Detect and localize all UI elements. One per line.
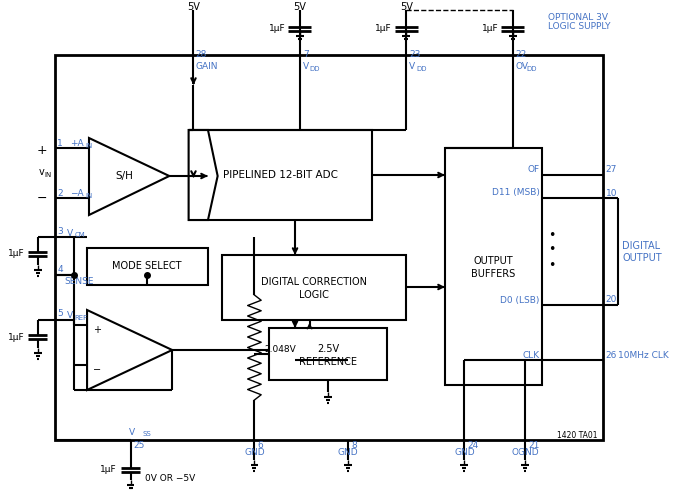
Text: GND: GND [244,447,265,457]
Text: IN: IN [85,193,93,199]
Text: OPTIONAL 3V: OPTIONAL 3V [548,14,608,23]
Text: V: V [67,228,73,238]
Text: 10MHz CLK: 10MHz CLK [618,350,669,360]
Text: 4: 4 [57,265,63,273]
Bar [87,248,208,285]
Text: LOGIC: LOGIC [299,290,329,300]
Text: REFERENCE: REFERENCE [299,357,357,367]
Text: D0 (LSB): D0 (LSB) [500,295,539,304]
Text: 1μF: 1μF [375,24,392,33]
Polygon shape [89,138,169,215]
Text: •: • [548,244,555,256]
Text: BUFFERS: BUFFERS [471,269,516,279]
Text: GND: GND [338,447,358,457]
Text: •: • [548,228,555,242]
Text: •: • [548,259,555,271]
Text: MODE SELECT: MODE SELECT [112,261,182,271]
Bar [445,148,541,385]
Text: OGND: OGND [512,447,539,457]
Text: 5V: 5V [293,2,306,12]
Text: DD: DD [526,66,537,72]
Text: 6: 6 [258,441,263,449]
Text: v: v [39,167,45,177]
Text: 10: 10 [606,189,617,197]
Text: LOGIC SUPPLY: LOGIC SUPPLY [548,23,611,31]
Text: +: + [93,325,101,335]
Polygon shape [189,130,218,220]
Text: 5: 5 [57,310,63,318]
Text: OV: OV [516,63,529,72]
Text: +A: +A [70,140,83,148]
Text: CLK: CLK [523,350,539,360]
Text: 3: 3 [57,226,63,236]
Text: 2: 2 [57,189,63,197]
Text: 27: 27 [606,166,617,174]
Text: 26: 26 [606,350,617,360]
Text: IN: IN [85,143,93,149]
Text: 23: 23 [409,50,420,59]
Text: DIGITAL CORRECTION: DIGITAL CORRECTION [262,277,367,287]
Polygon shape [87,310,172,390]
Bar [269,328,387,380]
Text: 8: 8 [351,441,357,449]
Text: −: − [37,192,47,204]
Text: S/H: S/H [115,171,132,181]
Text: 7: 7 [303,50,308,59]
Text: 24: 24 [467,441,479,449]
Text: GND: GND [454,447,475,457]
Text: CM: CM [74,232,85,238]
Bar [189,130,372,220]
Text: 1: 1 [57,139,63,147]
Text: 1μF: 1μF [269,24,285,33]
Text: 0V OR −5V: 0V OR −5V [145,473,195,483]
Text: DD: DD [416,66,427,72]
Text: 21: 21 [528,441,539,449]
Text: V: V [129,427,135,437]
Text: 22: 22 [516,50,527,59]
Text: 1μF: 1μF [7,333,24,342]
Text: 2.048V: 2.048V [264,345,296,354]
Text: GAIN: GAIN [195,63,218,72]
Text: 20: 20 [606,295,617,304]
Text: 1μF: 1μF [7,249,24,259]
Text: V: V [303,63,309,72]
Text: OUTPUT: OUTPUT [622,253,662,263]
Text: 28: 28 [195,50,207,59]
Text: 2.5V: 2.5V [317,344,339,354]
Text: V: V [409,63,415,72]
Text: REF: REF [74,315,88,321]
Text: SENSE: SENSE [65,276,95,286]
Text: OUTPUT: OUTPUT [473,256,513,266]
Bar [55,55,603,440]
Text: 1μF: 1μF [101,465,117,473]
Text: 5V: 5V [187,2,200,12]
Text: −: − [93,365,101,375]
Text: PIPELINED 12-BIT ADC: PIPELINED 12-BIT ADC [223,170,338,180]
Text: 1420 TA01: 1420 TA01 [557,431,598,440]
Text: −A: −A [70,190,83,198]
Text: 25: 25 [133,441,145,449]
Text: D11 (MSB): D11 (MSB) [492,189,539,197]
Text: IN: IN [45,172,52,178]
Bar [222,255,406,320]
Text: +: + [37,144,47,156]
Text: DD: DD [310,66,320,72]
Text: SS: SS [142,431,151,437]
Text: 5V: 5V [400,2,413,12]
Text: 1μF: 1μF [481,24,498,33]
Text: OF: OF [528,166,539,174]
Text: V: V [67,312,73,320]
Text: DIGITAL: DIGITAL [622,241,660,251]
